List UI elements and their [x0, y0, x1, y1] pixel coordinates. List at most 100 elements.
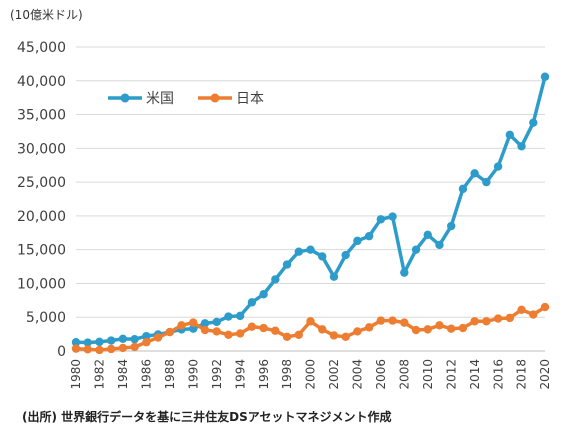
x-tick-label: 1980 [69, 359, 83, 390]
data-point [247, 298, 257, 307]
y-tick-label: 20,000 [17, 209, 66, 225]
data-point [458, 184, 468, 194]
data-point [329, 272, 339, 281]
data-point [177, 321, 186, 330]
unit-label: (10億米ドル) [10, 8, 83, 22]
data-point [259, 290, 268, 299]
data-point [200, 319, 210, 328]
data-point [470, 317, 479, 326]
data-point [364, 231, 374, 241]
data-point [294, 330, 303, 339]
data-point [482, 177, 491, 187]
data-point [505, 313, 515, 323]
data-point [318, 325, 327, 334]
data-point [259, 323, 268, 333]
data-point [165, 327, 174, 337]
data-point [106, 344, 116, 354]
data-point [306, 245, 315, 254]
x-tick-label: 2002 [327, 359, 341, 390]
data-point [388, 212, 397, 221]
data-point [212, 327, 221, 336]
data-point [482, 317, 491, 326]
data-point [212, 317, 221, 327]
x-tick-label: 2008 [398, 359, 412, 390]
data-point [540, 302, 550, 312]
data-point [130, 334, 139, 344]
data-point [247, 322, 257, 331]
data-point [118, 343, 128, 353]
data-point [118, 334, 128, 344]
data-point [364, 323, 374, 332]
data-point [106, 336, 116, 345]
data-point [235, 329, 245, 338]
data-point [435, 321, 444, 330]
data-point [411, 245, 421, 254]
data-point [529, 118, 538, 127]
data-point [341, 250, 350, 260]
data-point [341, 332, 350, 342]
data-point [411, 325, 421, 335]
legend-marker-1 [210, 93, 220, 103]
x-tick-label: 1984 [116, 359, 130, 390]
data-point [423, 325, 432, 334]
data-point [142, 338, 151, 347]
x-tick-label: 2018 [515, 359, 529, 390]
x-tick-label: 1988 [163, 359, 177, 390]
data-point [493, 314, 503, 323]
x-tick-label: 2014 [468, 359, 482, 390]
y-tick-label: 35,000 [17, 108, 66, 124]
data-point [282, 260, 292, 269]
y-tick-label: 40,000 [17, 74, 66, 90]
source-note: (出所) 世界銀行データを基に三井住友DSアセットマネジメント作成 [22, 410, 392, 424]
x-tick-label: 2010 [421, 359, 435, 390]
data-point [282, 332, 292, 342]
data-point [224, 312, 233, 321]
data-point [294, 247, 303, 256]
data-point [540, 72, 550, 81]
data-point [505, 130, 515, 140]
y-tick-label: 5,000 [26, 310, 66, 326]
legend-marker-0 [120, 93, 130, 103]
data-point [189, 318, 198, 327]
data-point [353, 236, 362, 246]
x-tick-label: 2006 [374, 359, 388, 390]
x-tick-label: 2020 [538, 359, 552, 390]
y-tick-label: 15,000 [17, 243, 66, 259]
x-tick-label: 2004 [351, 359, 365, 390]
y-tick-label: 10,000 [17, 276, 66, 292]
data-point [83, 345, 92, 354]
data-point [306, 317, 315, 326]
data-point [271, 275, 280, 284]
x-tick-label: 1986 [140, 359, 154, 390]
data-point [95, 337, 104, 347]
data-point [329, 331, 339, 340]
data-point [353, 327, 362, 336]
data-point [235, 311, 245, 321]
data-point [447, 221, 456, 231]
data-point [224, 330, 233, 339]
x-tick-label: 1990 [186, 359, 200, 390]
data-point [376, 215, 386, 224]
x-tick-label: 1992 [210, 359, 224, 390]
data-point [447, 324, 456, 333]
data-point [400, 268, 409, 277]
x-tick-label: 2000 [304, 359, 318, 390]
data-point [153, 333, 163, 342]
data-point [517, 305, 526, 314]
data-point [83, 338, 92, 347]
data-point [388, 316, 397, 325]
x-tick-label: 1982 [93, 359, 107, 390]
data-point [517, 142, 526, 151]
data-point [71, 338, 81, 347]
data-point [470, 169, 479, 178]
data-point [318, 252, 327, 261]
data-point [71, 344, 81, 353]
data-point [189, 324, 198, 333]
data-point [529, 310, 538, 319]
data-point [200, 325, 210, 335]
data-point [458, 323, 468, 333]
y-tick-label: 0 [57, 344, 66, 360]
data-point [271, 326, 280, 335]
